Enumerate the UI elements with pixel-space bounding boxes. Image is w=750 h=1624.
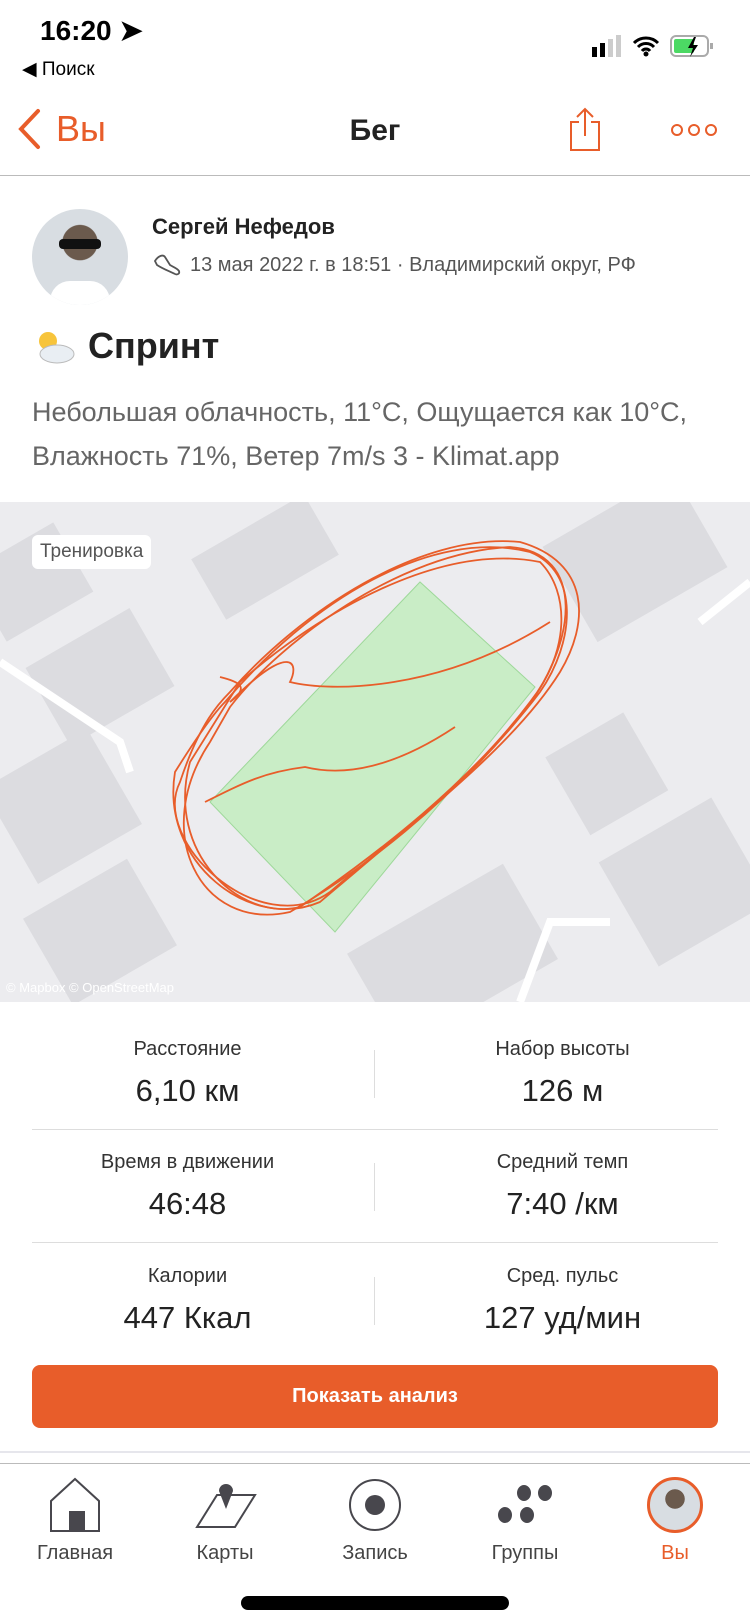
signal-icon bbox=[592, 35, 621, 57]
athlete-name[interactable]: Сергей Нефедов bbox=[152, 214, 335, 239]
map-attribution[interactable]: © Mapbox © OpenStreetMap bbox=[6, 980, 175, 995]
stat-value: 46:48 bbox=[148, 1186, 227, 1221]
activity-meta: 13 мая 2022 г. в 18:51 · Владимирский ок… bbox=[152, 253, 636, 277]
tab-label: Группы bbox=[491, 1542, 559, 1564]
stat-value: 126 м bbox=[521, 1073, 604, 1108]
more-icon[interactable] bbox=[670, 122, 718, 138]
back-button[interactable]: Вы bbox=[16, 108, 106, 150]
stat-value: 447 Ккал bbox=[123, 1300, 252, 1335]
stat-elevation: Набор высоты 126 м bbox=[375, 1038, 750, 1109]
content-divider bbox=[0, 1451, 750, 1453]
activity-description: Небольшая облачность, 11°C, Ощущается ка… bbox=[32, 397, 688, 471]
stat-value: 6,10 км bbox=[135, 1073, 240, 1108]
route-map[interactable] bbox=[0, 502, 750, 1002]
groups-icon bbox=[498, 1485, 552, 1523]
row-divider bbox=[32, 1129, 718, 1130]
home-icon bbox=[50, 1477, 100, 1532]
avatar[interactable] bbox=[32, 209, 128, 305]
share-icon[interactable] bbox=[568, 106, 602, 152]
tab-label: Запись bbox=[342, 1542, 408, 1564]
time-text: 16:20 bbox=[40, 15, 112, 46]
stat-label: Сред. пульс bbox=[506, 1265, 619, 1287]
tab-label: Главная bbox=[36, 1542, 114, 1564]
back-to-app[interactable]: ◀ Поиск bbox=[22, 59, 95, 80]
tab-label: Вы bbox=[661, 1542, 689, 1564]
avatar bbox=[647, 1477, 703, 1533]
activity-title: Спринт bbox=[32, 325, 219, 367]
stat-calories: Калории 447 Ккал bbox=[0, 1265, 375, 1336]
record-icon bbox=[349, 1479, 401, 1531]
map-canvas bbox=[0, 502, 750, 1002]
row-divider bbox=[32, 1242, 718, 1243]
header-divider bbox=[0, 175, 750, 176]
status-icons bbox=[592, 34, 714, 58]
shoe-icon bbox=[153, 254, 181, 276]
page-title: Бег bbox=[349, 114, 401, 147]
title-text: Спринт bbox=[88, 325, 220, 366]
column-divider bbox=[374, 1163, 375, 1211]
stat-value: 7:40 /км bbox=[506, 1186, 619, 1221]
tab-you[interactable]: Вы bbox=[600, 1474, 750, 1565]
location-arrow-icon: ➤ bbox=[119, 15, 143, 46]
stat-moving-time: Время в движении 46:48 bbox=[0, 1151, 375, 1222]
stat-label: Средний темп bbox=[496, 1151, 629, 1173]
tab-maps[interactable]: Карты bbox=[150, 1474, 300, 1565]
stat-distance: Расстояние 6,10 км bbox=[0, 1038, 375, 1109]
status-time: 16:20 ➤ bbox=[40, 14, 143, 47]
stat-label: Время в движении bbox=[100, 1151, 275, 1173]
tab-record[interactable]: Запись bbox=[300, 1474, 450, 1565]
back-app-label: Поиск bbox=[41, 59, 95, 80]
tab-groups[interactable]: Группы bbox=[450, 1474, 600, 1565]
route-line bbox=[172, 540, 580, 916]
map-icon bbox=[195, 1484, 257, 1528]
stat-label: Расстояние bbox=[133, 1038, 242, 1060]
tab-home[interactable]: Главная bbox=[0, 1474, 150, 1565]
column-divider bbox=[374, 1050, 375, 1098]
stat-heart-rate: Сред. пульс 127 уд/мин bbox=[375, 1265, 750, 1336]
battery-icon bbox=[670, 35, 713, 57]
stat-value: 127 уд/мин bbox=[483, 1300, 642, 1335]
stat-label: Набор высоты bbox=[495, 1038, 630, 1060]
wifi-icon bbox=[632, 36, 660, 57]
tabbar-divider bbox=[0, 1463, 750, 1464]
chevron-left-icon bbox=[18, 109, 40, 149]
map-badge: Тренировка bbox=[32, 535, 152, 569]
column-divider bbox=[374, 1277, 375, 1325]
stat-pace: Средний темп 7:40 /км bbox=[375, 1151, 750, 1222]
partly-cloudy-icon bbox=[39, 332, 75, 364]
meta-text: 13 мая 2022 г. в 18:51 · Владимирский ок… bbox=[190, 253, 636, 276]
tab-label: Карты bbox=[196, 1542, 254, 1564]
stat-label: Калории bbox=[147, 1265, 228, 1287]
show-analysis-button[interactable]: Показать анализ bbox=[32, 1365, 718, 1428]
back-label: Вы bbox=[56, 108, 106, 149]
home-indicator[interactable] bbox=[241, 1596, 509, 1610]
